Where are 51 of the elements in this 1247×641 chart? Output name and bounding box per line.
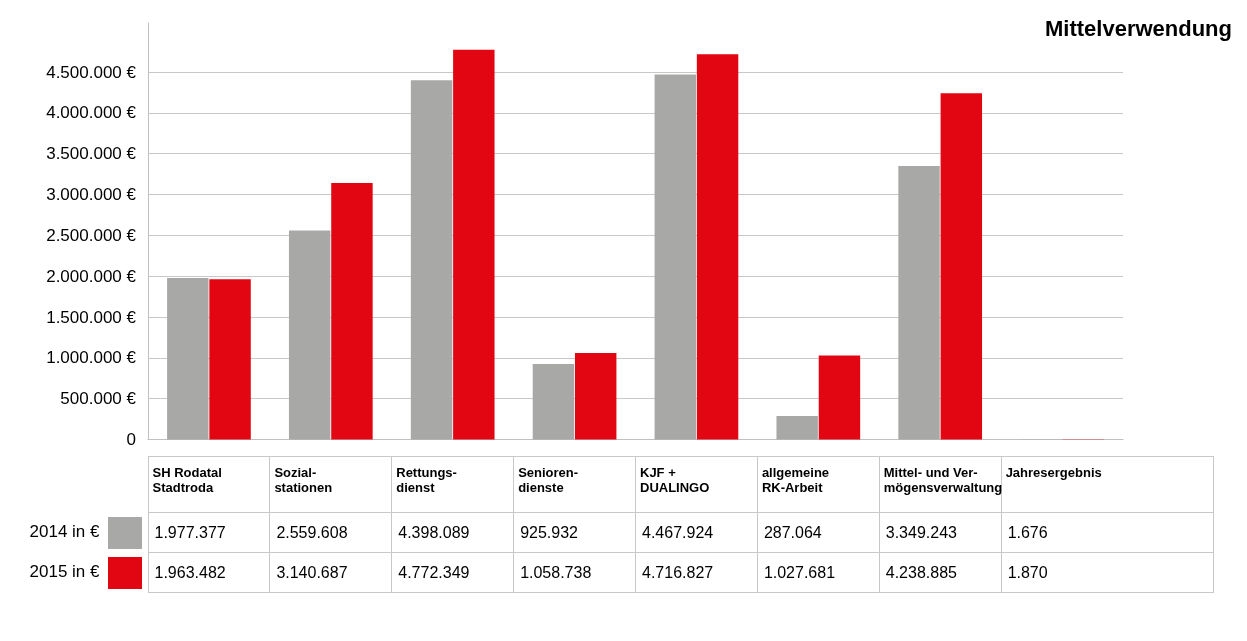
legend-label: 2015 in € <box>29 561 100 581</box>
y-tick-label: 1.000.000 € <box>46 348 137 368</box>
legend-label: 2014 in € <box>29 521 100 541</box>
data-label: 3.349.243 <box>879 512 1002 553</box>
data-label: 1.058.738 <box>513 552 636 593</box>
y-tick-label: 500.000 € <box>60 389 137 409</box>
data-label: 4.398.089 <box>391 512 514 553</box>
bar <box>167 278 209 440</box>
x-tick-label: Jahresergebnis <box>1001 456 1213 513</box>
bar <box>696 54 739 440</box>
bar <box>818 355 861 440</box>
data-label: 1.963.482 <box>148 552 270 593</box>
y-tick-label: 4.500.000 € <box>46 62 137 82</box>
x-tick-label: Mittel- und Ver- mögensverwaltung <box>879 456 1003 513</box>
bar <box>331 183 373 440</box>
y-tick-label: 2.500.000 € <box>46 225 137 245</box>
y-tick-label: 1.500.000 € <box>46 307 137 327</box>
x-tick-label: Rettungs- dienst <box>391 456 514 513</box>
y-tick-label: 3.000.000 € <box>46 185 137 204</box>
bar <box>898 165 940 440</box>
data-label: 2.559.608 <box>269 512 392 553</box>
data-label: 4.716.827 <box>635 552 758 593</box>
data-label: 4.238.885 <box>879 552 1002 593</box>
x-tick-label: KJF + DUALINGO <box>635 456 758 513</box>
data-label: 925.932 <box>513 512 636 553</box>
chart-title: Mittelverwendung <box>1044 15 1232 41</box>
bar <box>940 93 983 440</box>
data-label: 1.977.377 <box>148 512 270 553</box>
data-label: 4.772.349 <box>391 552 514 593</box>
data-label: 1.027.681 <box>757 552 880 593</box>
bar <box>288 230 331 440</box>
bar <box>776 416 818 440</box>
data-label: 287.064 <box>757 512 880 553</box>
bar <box>654 74 697 440</box>
x-tick-label: Senioren- dienste <box>513 456 636 513</box>
bar <box>574 353 617 440</box>
x-tick-label: Sozial- stationen <box>269 456 392 513</box>
data-label: 4.467.924 <box>635 512 758 553</box>
y-tick-label: 0 <box>126 430 136 449</box>
data-label: 3.140.687 <box>269 552 392 593</box>
bar <box>410 80 453 440</box>
data-label: 1.870 <box>1001 552 1213 593</box>
x-tick-label: SH Rodatal Stadtroda <box>148 456 270 513</box>
y-tick-label: 2.000.000 € <box>46 266 137 286</box>
bar <box>209 279 251 440</box>
bar <box>453 49 495 440</box>
data-label: 1.676 <box>1001 512 1213 553</box>
y-tick-label: 3.500.000 € <box>46 144 137 164</box>
x-tick-label: allgemeine RK-Arbeit <box>757 456 880 513</box>
bar <box>532 363 575 440</box>
y-tick-label: 4.000.000 € <box>46 103 137 123</box>
